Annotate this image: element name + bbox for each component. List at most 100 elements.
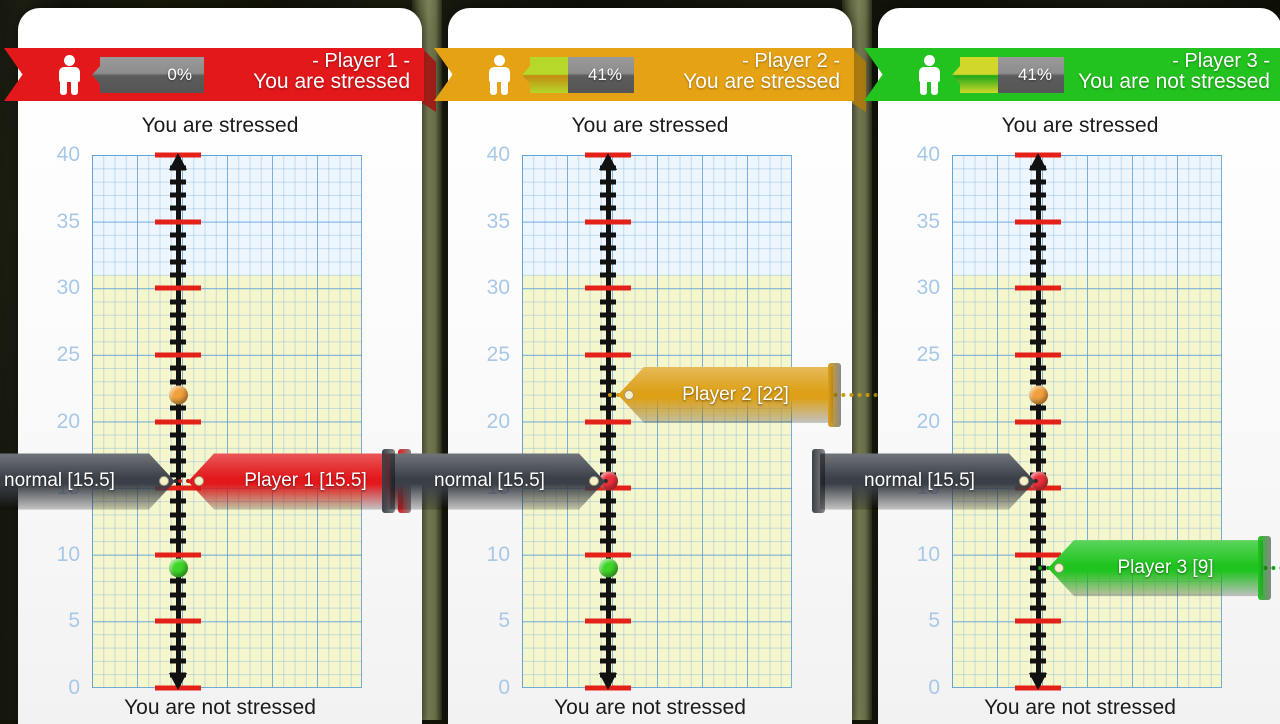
player-name-label: - Player 2 -: [742, 50, 840, 72]
axis-tick-minor: [1030, 592, 1046, 598]
ribbon-title: - Player 2 - You are stressed: [683, 51, 840, 93]
player-name-label: - Player 3 -: [1172, 50, 1270, 72]
axis-tick-minor: [170, 605, 186, 611]
y-tick-label: 30: [486, 276, 510, 300]
axis-tick-major: [155, 352, 201, 358]
ribbon-header-2: 41% - Player 2 - You are stressed: [434, 48, 866, 112]
y-tick-label: 30: [56, 276, 80, 300]
plot-border: [952, 155, 1222, 688]
y-axis-labels: 0510152025303540: [448, 143, 518, 699]
player-status-label: You are not stressed: [1078, 70, 1270, 94]
stress-progress-bar: 41%: [952, 57, 1064, 93]
plot-border: [92, 155, 362, 688]
banner-eyelet-icon: [589, 476, 599, 487]
progress-percent-label: 41%: [1017, 65, 1052, 84]
axis-tick-minor: [1030, 339, 1046, 345]
stress-progress-bar: 41%: [522, 57, 634, 93]
y-tick-label: 30: [916, 276, 940, 300]
chart-top-caption: You are stressed: [1001, 114, 1159, 137]
axis-tick-minor: [170, 379, 186, 385]
axis-tick-minor: [1030, 259, 1046, 265]
progress-percent-label: 0%: [167, 65, 192, 84]
normal-reference-banner-label: normal [15.5]: [864, 470, 975, 492]
red-dot: [598, 471, 618, 491]
axis-tick-minor: [600, 205, 616, 211]
axis-tick-minor: [170, 445, 186, 451]
y-tick-label: 35: [486, 209, 510, 233]
axis-tick-minor: [600, 645, 616, 651]
chart-bottom-caption: You are not stressed: [554, 696, 746, 719]
progress-track: [567, 57, 634, 93]
player-panel-3[interactable]: 41% - Player 3 - You are not stressed You a…: [812, 8, 1280, 724]
axis-tick-minor: [600, 445, 616, 451]
axis-tick-minor: [600, 192, 616, 198]
banner-shape: [820, 453, 1035, 509]
axis-tick-major: [1015, 552, 1061, 558]
axis-tick-minor: [600, 339, 616, 345]
axis-tick-minor: [600, 312, 616, 318]
axis-tick-minor: [170, 245, 186, 251]
y-tick-label: 10: [916, 542, 940, 566]
player-panel-1[interactable]: 0% - Player 1 - You are stressed You are st…: [0, 8, 456, 724]
axis-tick-minor: [600, 605, 616, 611]
axis-tick-minor: [170, 538, 186, 544]
axis-tick-minor: [600, 272, 616, 278]
axis-tick-minor: [600, 632, 616, 638]
stress-chart-plot: [952, 155, 1222, 688]
y-tick-label: 40: [56, 143, 80, 166]
axis-tick-major: [585, 352, 631, 358]
ribbon-title: - Player 3 - You are not stressed: [1078, 51, 1270, 93]
y-axis-labels: 0510152025303540: [878, 143, 948, 699]
axis-tick-minor: [600, 299, 616, 305]
banner-shape: [390, 453, 605, 509]
axis-tick-minor: [1030, 512, 1046, 518]
axis-tick-minor: [600, 498, 616, 504]
axis-tick-minor: [600, 432, 616, 438]
chart-top-caption: You are stressed: [141, 114, 299, 137]
axis-tick-minor: [1030, 658, 1046, 664]
axis-tick-major: [155, 485, 201, 491]
chart-bottom-caption: You are not stressed: [124, 696, 316, 719]
y-tick-label: 0: [498, 676, 510, 699]
axis-tick-minor: [170, 232, 186, 238]
axis-tick-minor: [1030, 538, 1046, 544]
normal-reference-banner[interactable]: normal [15.5]: [812, 449, 1035, 514]
banner-eyelet-icon: [1054, 563, 1064, 574]
player-value-banner[interactable]: Player 2 [22]: [618, 362, 841, 427]
axis-tick-major: [1015, 419, 1061, 424]
banner-curl: [1258, 536, 1271, 601]
y-tick-label: 0: [68, 676, 80, 699]
axis-tick-minor: [1030, 605, 1046, 611]
orange-dot: [168, 385, 188, 405]
axis-tick-minor: [600, 232, 616, 238]
person-icon: [916, 55, 942, 95]
axis-tick-major: [1015, 285, 1061, 291]
player-value-banner[interactable]: Player 1 [15.5]: [188, 449, 411, 514]
ribbon-chevron: [434, 48, 466, 101]
axis-arrow-down-icon: [1029, 673, 1047, 690]
y-tick-label: 35: [916, 209, 940, 233]
player-panel-2[interactable]: 41% - Player 2 - You are stressed You are s…: [382, 8, 886, 724]
axis-tick-major: [1015, 618, 1061, 624]
axis-tick-minor: [170, 179, 186, 185]
player-value-banner[interactable]: Player 3 [9]: [1048, 536, 1271, 601]
ribbon-chevron: [864, 48, 896, 101]
axis-tick-minor: [170, 365, 186, 371]
axis-tick-minor: [170, 632, 186, 638]
normal-reference-banner[interactable]: normal [15.5]: [0, 453, 175, 509]
banner-eyelet-icon: [194, 476, 204, 487]
progress-percent-label: 41%: [587, 65, 622, 84]
axis-tick-minor: [600, 379, 616, 385]
grid-major: [92, 155, 362, 688]
axis-tick-minor: [1030, 245, 1046, 251]
axis-tick-minor: [1030, 312, 1046, 318]
axis-tick-major: [155, 219, 201, 225]
axis-tick-minor: [600, 525, 616, 531]
stress-progress-bar: 0%: [92, 57, 204, 93]
normal-reference-banner[interactable]: normal [15.5]: [382, 449, 605, 514]
player-name-label: - Player 1 -: [312, 50, 410, 72]
axis-tick-minor: [170, 498, 186, 504]
axis-tick-minor: [1030, 458, 1046, 464]
axis-tick-minor: [170, 658, 186, 664]
y-tick-label: 40: [916, 143, 940, 166]
